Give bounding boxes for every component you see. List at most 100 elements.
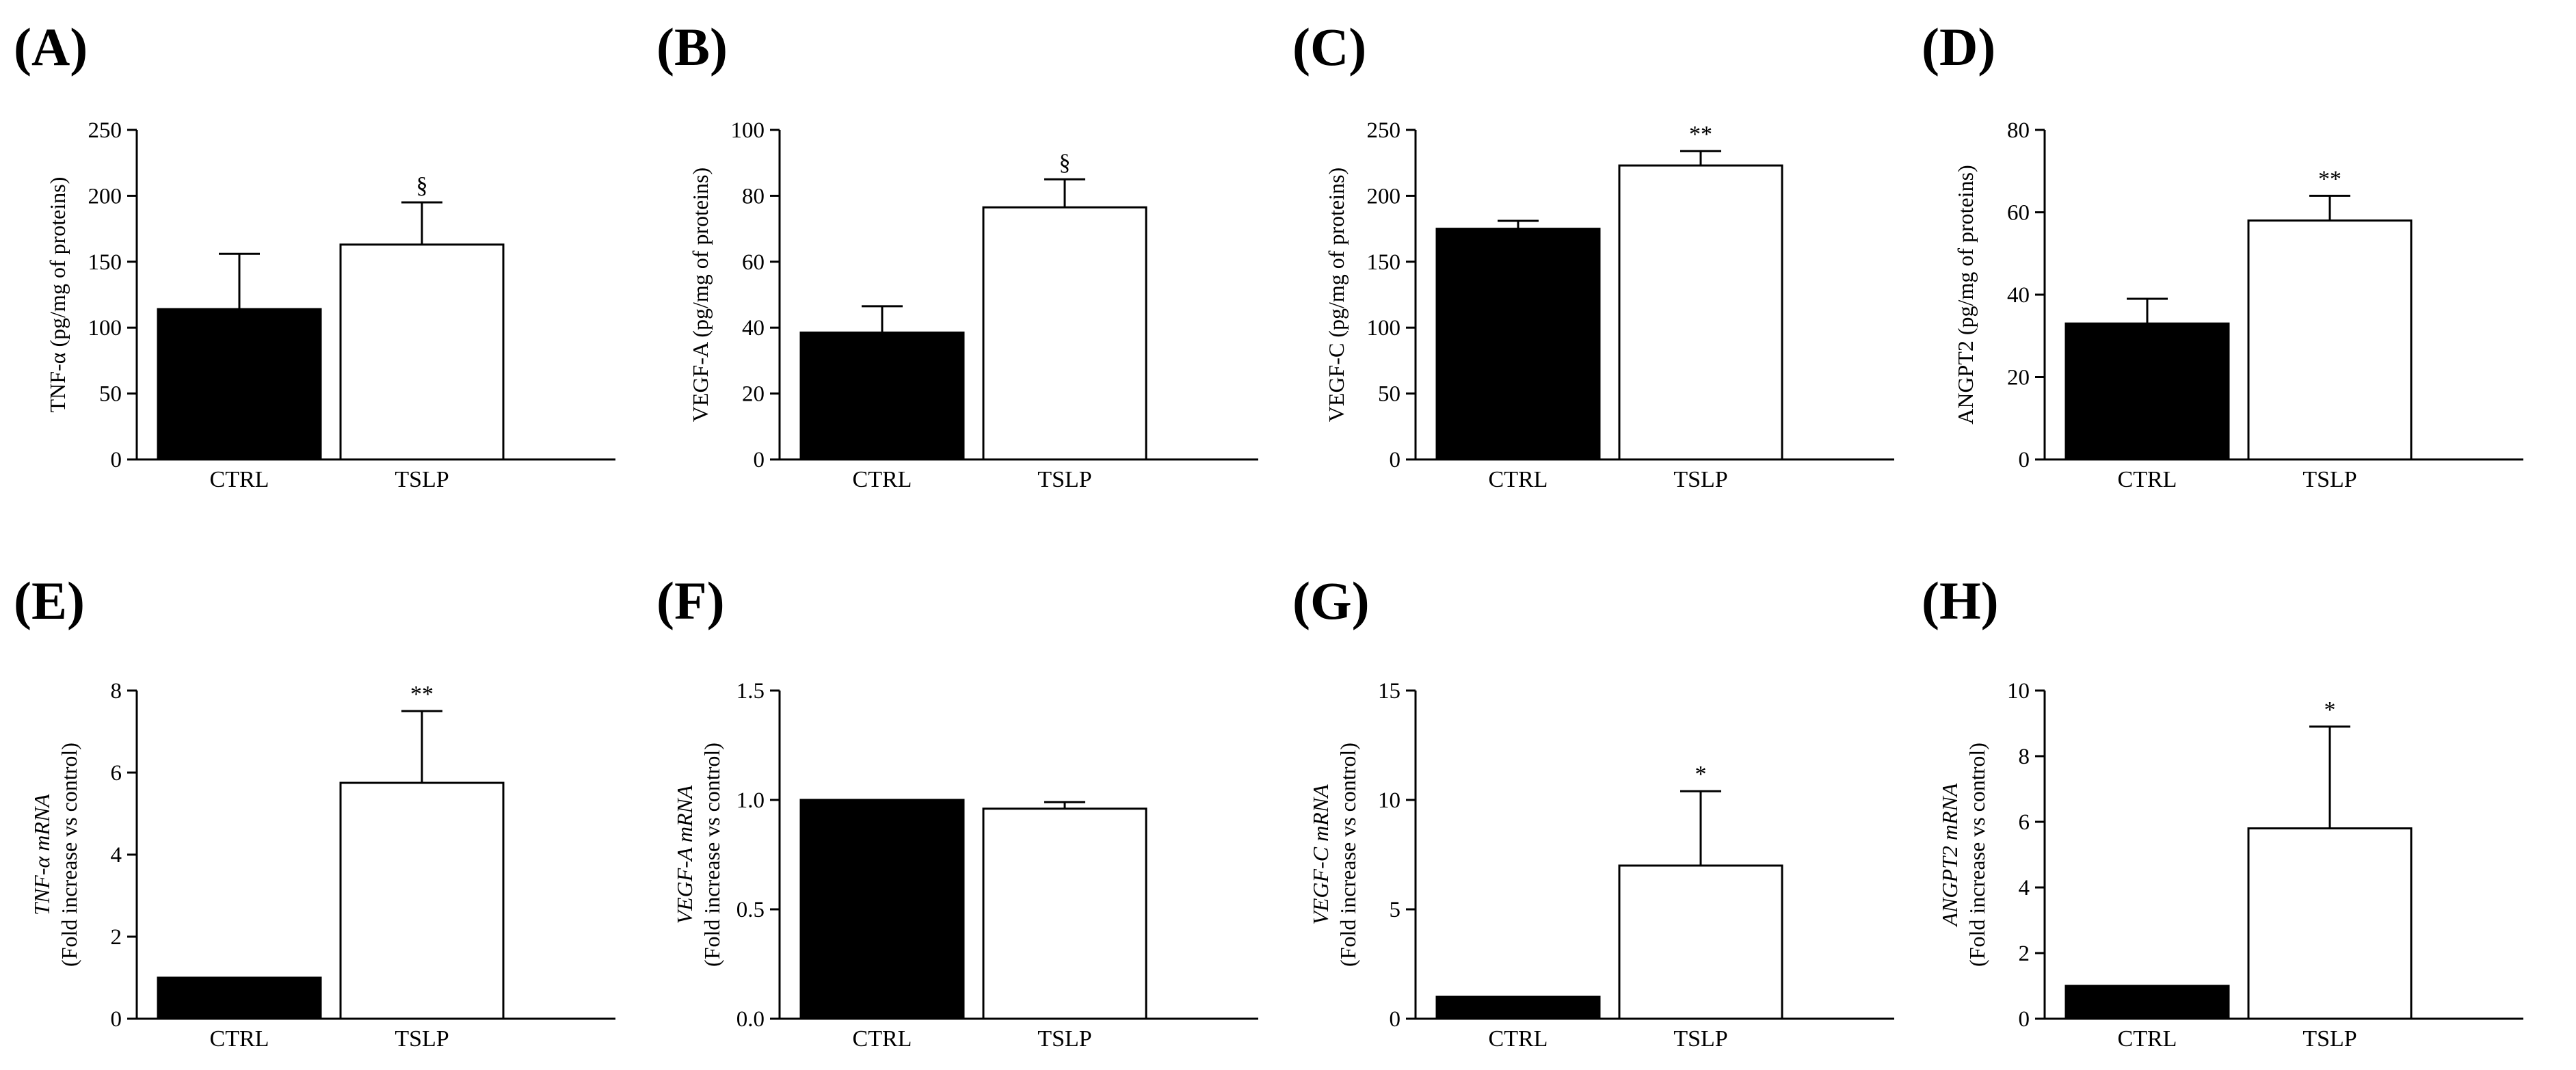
panel-b-bar-ctrl: [799, 331, 965, 461]
panel-b-ylabel: VEGF-A (pg/mg of proteins): [688, 168, 713, 422]
panel-d-ytick-label: 20: [2007, 366, 2030, 390]
panel-h-ytick-label: 6: [2019, 810, 2030, 835]
panel-b-significance-tslp: §: [1059, 150, 1071, 175]
panel-g-ytick-label: 0: [1390, 1007, 1401, 1032]
panel-d-bar-ctrl: [2064, 322, 2230, 461]
panel-g-bar-tslp: [1618, 864, 1783, 1020]
panel-e-category-label: CTRL: [210, 1026, 269, 1052]
panel-c-label: (C): [1292, 17, 1366, 77]
panel-h-bar-ctrl: [2064, 985, 2230, 1020]
panel-g-bar-ctrl: [1435, 995, 1601, 1020]
panel-d: (D) 0 20 40 60 80 ANGPT2 (pg/mg of proteins) CT…: [1922, 17, 2523, 492]
panel-e-bar-tslp: [339, 781, 505, 1020]
panel-e-label: (E): [14, 571, 85, 630]
panel-g: (G) 0 5 10 15 VEGF-C mRNA (Fold increase vs co…: [1292, 571, 1894, 1052]
panel-g-category-label: CTRL: [1489, 1026, 1548, 1052]
panel-a-ytick-label: 250: [88, 118, 122, 143]
panel-h-category-label: CTRL: [2118, 1026, 2177, 1052]
panel-c-ytick-label: 100: [1367, 316, 1401, 340]
panel-e-ytick-label: 0: [111, 1007, 122, 1032]
panel-e-ytick-label: 6: [111, 761, 122, 786]
panel-c-category-label: TSLP: [1673, 467, 1727, 492]
panel-h: (H) 0 2 4 6 8 10 ANGPT2 mRNA (Fold increase vs c…: [1922, 571, 2523, 1052]
panel-c-category-label: CTRL: [1489, 467, 1548, 492]
panel-b-bar-tslp: [982, 206, 1147, 461]
panel-b-category-label: CTRL: [853, 467, 912, 492]
panel-e-ytick-label: 4: [111, 843, 122, 868]
panel-g-category-label: TSLP: [1673, 1026, 1727, 1052]
panel-e-bar-ctrl: [157, 976, 322, 1020]
panel-b: (B) 0 20 40 60 80 100 VEGF-A (pg/mg of proteins…: [656, 17, 1258, 492]
panel-b-ytick-label: 80: [742, 184, 765, 209]
panel-f-ylabel: VEGF-A mRNA: [672, 785, 697, 924]
panel-d-label: (D): [1922, 17, 1995, 77]
panel-c-ytick-label: 0: [1390, 448, 1401, 472]
panel-g-ytick-label: 15: [1378, 679, 1400, 704]
panel-h-bar-tslp: [2247, 827, 2413, 1020]
panel-a-significance-tslp: §: [416, 173, 428, 198]
panel-h-ytick-label: 0: [2019, 1007, 2030, 1032]
panel-h-ylabel: ANGPT2 mRNA: [1937, 783, 1962, 927]
panel-h-ytick-label: 4: [2019, 876, 2030, 900]
panel-f-bar-ctrl: [799, 799, 965, 1020]
panel-d-category-label: CTRL: [2118, 467, 2177, 492]
panel-b-ytick-label: 60: [742, 250, 765, 275]
panel-h-category-label: TSLP: [2302, 1026, 2356, 1052]
panel-e-category-label: TSLP: [395, 1026, 449, 1052]
panel-f-label: (F): [656, 571, 725, 630]
panel-c-ytick-label: 250: [1367, 118, 1401, 143]
panel-g-ytick-label: 10: [1378, 788, 1400, 813]
panel-a-ytick-label: 200: [88, 184, 122, 209]
panel-a-ytick-label: 50: [99, 382, 122, 407]
panel-a-bar-ctrl: [157, 308, 322, 461]
panel-h-ylabel: (Fold increase vs control): [1965, 743, 1989, 967]
panel-g-ylabel: (Fold increase vs control): [1336, 743, 1360, 967]
panel-a-ytick-label: 100: [88, 316, 122, 340]
panel-d-ytick-label: 80: [2007, 118, 2030, 143]
panel-f-category-label: CTRL: [853, 1026, 912, 1052]
panel-c-bar-tslp: [1618, 164, 1783, 461]
panel-f-ytick-label: 1.0: [736, 788, 765, 813]
panel-d-ytick-label: 60: [2007, 201, 2030, 226]
panel-e-significance-tslp: **: [410, 682, 434, 707]
panel-c-bar-ctrl: [1435, 228, 1601, 461]
panel-a-ylabel: TNF-α (pg/mg of proteins): [45, 177, 70, 413]
panel-h-significance-tslp: *: [2324, 697, 2336, 723]
panel-e-ylabel: (Fold increase vs control): [57, 743, 81, 967]
panel-e-ylabel: TNF-α mRNA: [29, 794, 54, 915]
panel-f-ytick-label: 0.5: [736, 898, 765, 922]
panel-h-ytick-label: 2: [2019, 941, 2030, 966]
panel-f-bar-tslp: [982, 807, 1147, 1020]
panel-d-significance-tslp: **: [2318, 166, 2341, 191]
panel-b-label: (B): [656, 17, 728, 77]
panel-f-ytick-label: 1.5: [736, 679, 765, 704]
panel-a-category-label: TSLP: [395, 467, 449, 492]
panel-b-category-label: TSLP: [1037, 467, 1091, 492]
panel-e-ytick-label: 8: [111, 679, 122, 704]
panel-d-ytick-label: 0: [2019, 448, 2030, 472]
panel-e: (E) 0 2 4 6 8 TNF-α mRNA (Fold increase vs cont…: [14, 571, 615, 1052]
panel-d-ytick-label: 40: [2007, 283, 2030, 308]
panel-d-bar-tslp: [2247, 219, 2413, 461]
panel-h-ytick-label: 8: [2019, 745, 2030, 769]
panel-c: (C) 0 50 100 150 200 250 VEGF-C (pg/mg of prote…: [1292, 17, 1894, 492]
panel-f-category-label: TSLP: [1037, 1026, 1091, 1052]
panel-g-ytick-label: 5: [1390, 898, 1401, 922]
panel-a-ytick-label: 0: [111, 448, 122, 472]
panel-b-ytick-label: 0: [754, 448, 765, 472]
panel-b-ytick-label: 40: [742, 316, 765, 340]
panel-b-ytick-label: 20: [742, 382, 765, 407]
panel-g-significance-tslp: *: [1695, 762, 1707, 787]
panel-f: (F) 0.0 0.5 1.0 1.5 VEGF-A mRNA (Fold increase…: [656, 571, 1258, 1052]
panel-c-ytick-label: 50: [1378, 382, 1400, 407]
panel-c-significance-tslp: **: [1689, 122, 1712, 147]
panel-a-label: (A): [14, 17, 88, 77]
panel-a-bar-tslp: [339, 243, 505, 461]
panel-f-ylabel: (Fold increase vs control): [700, 743, 724, 967]
panel-a: (A) 0 50 100 150 200 250 TNF-α (pg/mg of protei…: [14, 17, 615, 492]
panel-h-ytick-label: 10: [2007, 679, 2030, 704]
panel-g-label: (G): [1292, 571, 1370, 630]
panel-c-ylabel: VEGF-C (pg/mg of proteins): [1324, 168, 1349, 422]
panel-g-ylabel: VEGF-C mRNA: [1308, 784, 1333, 925]
